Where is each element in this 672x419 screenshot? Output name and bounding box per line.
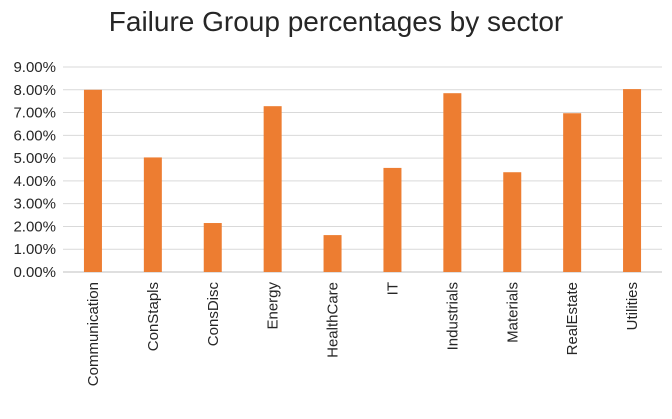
y-tick-label: 7.00% (13, 105, 56, 122)
x-tick-label: IT (384, 282, 401, 295)
x-tick-label: Communication (85, 282, 102, 386)
x-tick-label: Energy (265, 282, 282, 330)
y-tick-label: 5.00% (13, 150, 56, 167)
bar-healthcare (323, 235, 342, 272)
y-tick-label: 2.00% (13, 218, 56, 235)
chart-title: Failure Group percentages by sector (108, 6, 564, 37)
bar-energy (263, 106, 282, 272)
bar-communication (83, 89, 102, 273)
y-tick-label: 0.00% (13, 264, 56, 281)
y-tick-label: 9.00% (13, 59, 56, 76)
x-tick-label: ConStapls (145, 282, 162, 351)
x-tick-label: Materials (504, 282, 521, 343)
y-tick-label: 8.00% (13, 82, 56, 99)
bar-materials (503, 172, 522, 272)
bar-utilities (623, 89, 642, 272)
y-tick-label: 3.00% (13, 196, 56, 213)
y-tick-label: 6.00% (13, 127, 56, 144)
x-tick-label: ConsDisc (205, 282, 222, 347)
x-tick-label: Industrials (444, 282, 461, 350)
bar-consdisc (203, 223, 222, 272)
x-tick-label: Utilities (624, 282, 641, 330)
bar-industrials (443, 93, 462, 272)
bar-it (383, 167, 402, 272)
bar-constapls (143, 157, 162, 272)
bar-realestate (563, 113, 582, 272)
y-tick-label: 4.00% (13, 173, 56, 190)
y-tick-label: 1.00% (13, 241, 56, 258)
x-tick-label: HealthCare (325, 282, 342, 358)
x-tick-label: RealEstate (564, 282, 581, 355)
